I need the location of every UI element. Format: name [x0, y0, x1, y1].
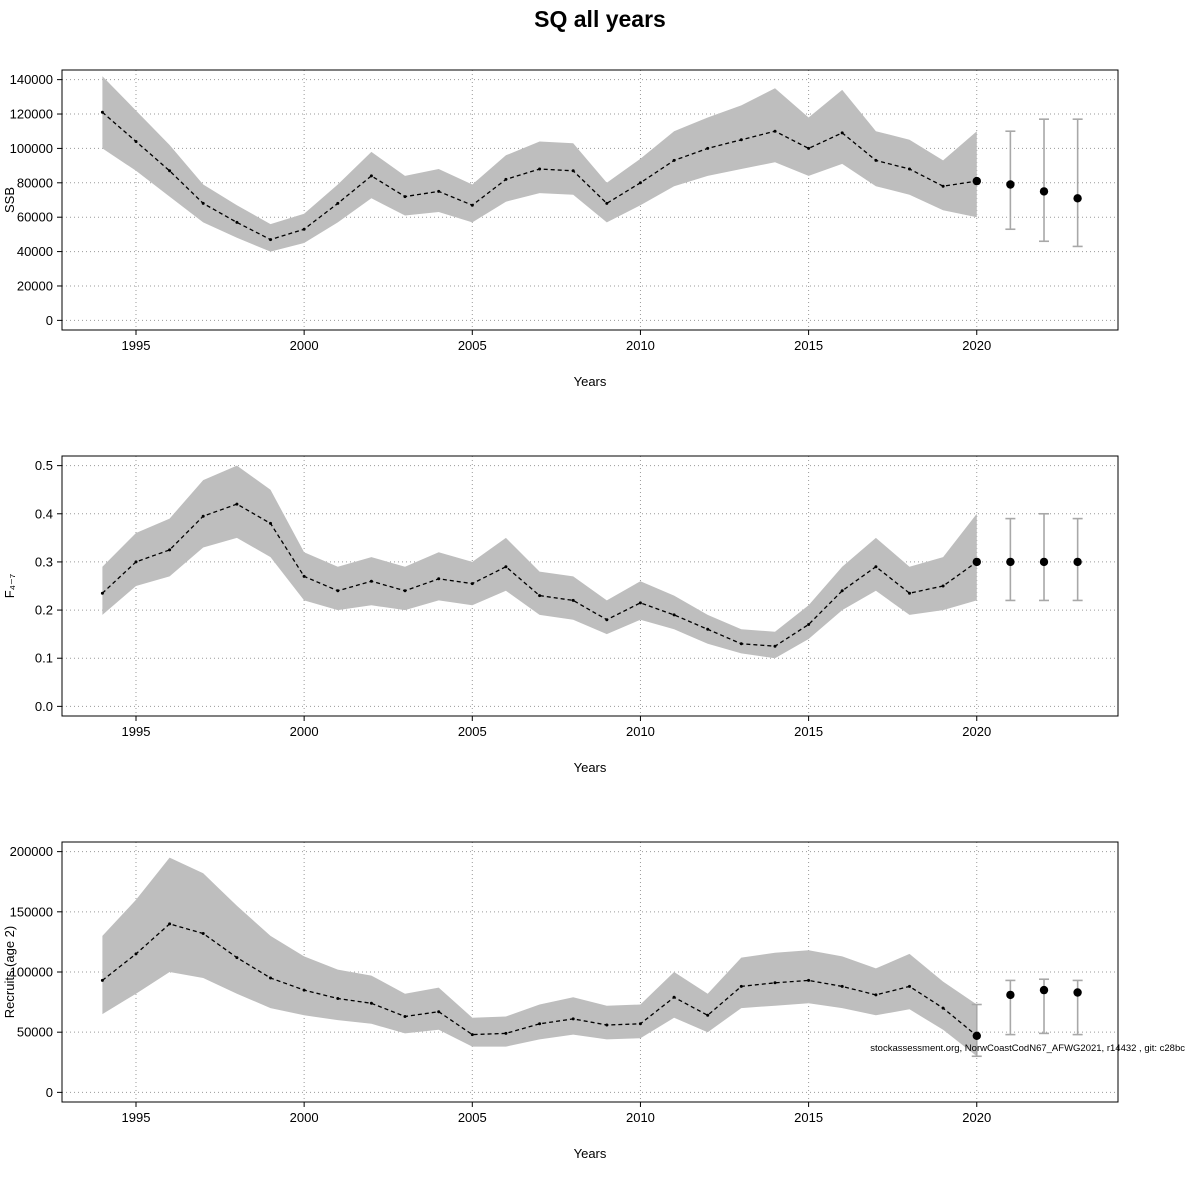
forecast-error-bars — [1005, 118, 1083, 248]
x-tick-label: 1995 — [122, 724, 151, 739]
confidence-band — [102, 465, 977, 659]
confidence-band — [102, 857, 977, 1057]
figure-title: SQ all years — [534, 6, 666, 32]
y-tick-label: 0.0 — [35, 699, 53, 714]
chart-panel-f: 1995 2000 2005 2010 2015 20200.00.10.20.30.40… — [2, 455, 1119, 775]
y-tick-label: 50000 — [17, 1025, 53, 1040]
y-tick-label: 120000 — [10, 107, 53, 122]
x-axis: 1995 2000 2005 2010 2015 2020 — [122, 716, 991, 739]
y-tick-label: 100000 — [10, 141, 53, 156]
y-axis-label: SSB — [2, 187, 17, 213]
x-axis: 1995 2000 2005 2010 2015 2020 — [122, 330, 991, 353]
y-tick-label: 140000 — [10, 72, 53, 87]
y-tick-label: 150000 — [10, 904, 53, 919]
y-tick-label: 80000 — [17, 175, 53, 190]
y-axis-label: Recruits (age 2) — [2, 926, 17, 1018]
x-tick-label: 2005 — [458, 338, 487, 353]
plot-box — [61, 455, 1119, 717]
y-axis: 0.0 0.1 0.2 0.3 0.4 0.5 — [35, 458, 62, 714]
y-tick-label: 0.4 — [35, 506, 53, 521]
x-tick-label: 2015 — [794, 338, 823, 353]
y-tick-label: 200000 — [10, 844, 53, 859]
y-tick-label: 0.3 — [35, 554, 53, 569]
x-tick-label: 2005 — [458, 724, 487, 739]
x-tick-label: 1995 — [122, 1110, 151, 1125]
x-axis-label: Years — [574, 1146, 607, 1161]
gridlines — [62, 456, 1118, 716]
x-axis-label: Years — [574, 760, 607, 775]
y-tick-label: 60000 — [17, 210, 53, 225]
x-axis: 1995 2000 2005 2010 2015 2020 — [122, 1102, 991, 1125]
y-tick-label: 0.2 — [35, 603, 53, 618]
x-tick-label: 2010 — [626, 724, 655, 739]
chart-panel-ssb: 1995 2000 2005 2010 2015 2020 0 20000 40000 60000… — [2, 69, 1119, 389]
x-tick-label: 2015 — [794, 724, 823, 739]
gridlines — [62, 842, 1118, 1102]
y-tick-label: 40000 — [17, 244, 53, 259]
x-tick-label: 2000 — [290, 1110, 319, 1125]
chart-panel-recruits: 1995 2000 2005 2010 2015 2020 0 50000 100000 1500… — [2, 841, 1119, 1161]
x-tick-label: 2000 — [290, 724, 319, 739]
x-tick-label: 2000 — [290, 338, 319, 353]
x-tick-label: 2010 — [626, 338, 655, 353]
x-tick-label: 2020 — [962, 1110, 991, 1125]
chart-panels: 1995 2000 2005 2010 2015 2020 0 20000 40000 60000… — [0, 40, 1200, 1198]
data-points — [100, 110, 979, 242]
x-tick-label: 1995 — [122, 338, 151, 353]
y-tick-label: 20000 — [17, 278, 53, 293]
forecast-points — [972, 557, 1082, 567]
y-tick-label: 0 — [46, 313, 53, 328]
forecast-points — [972, 985, 1082, 1040]
y-axis-label: F₄₋₇ — [2, 573, 17, 598]
y-axis: 0 50000 100000 150000 200000 — [10, 844, 62, 1100]
confidence-band — [102, 76, 977, 252]
mean-line — [101, 923, 978, 1037]
x-tick-label: 2015 — [794, 1110, 823, 1125]
y-tick-label: 0.5 — [35, 458, 53, 473]
forecast-points — [972, 176, 1082, 203]
x-tick-label: 2010 — [626, 1110, 655, 1125]
y-tick-label: 100000 — [10, 965, 53, 980]
y-tick-label: 0.1 — [35, 651, 53, 666]
x-tick-label: 2020 — [962, 338, 991, 353]
y-tick-label: 0 — [46, 1085, 53, 1100]
x-tick-label: 2020 — [962, 724, 991, 739]
data-points — [100, 922, 979, 1038]
mean-line — [101, 503, 978, 647]
x-tick-label: 2005 — [458, 1110, 487, 1125]
attribution-text: stockassessment.org, NorwCoastCodN67_AFW… — [870, 1043, 1185, 1054]
y-axis: 0 20000 40000 60000 80000 100000 120000 140000 — [10, 72, 62, 328]
x-axis-label: Years — [574, 374, 607, 389]
forecast-error-bars — [1005, 512, 1083, 602]
plot-box — [61, 69, 1119, 331]
